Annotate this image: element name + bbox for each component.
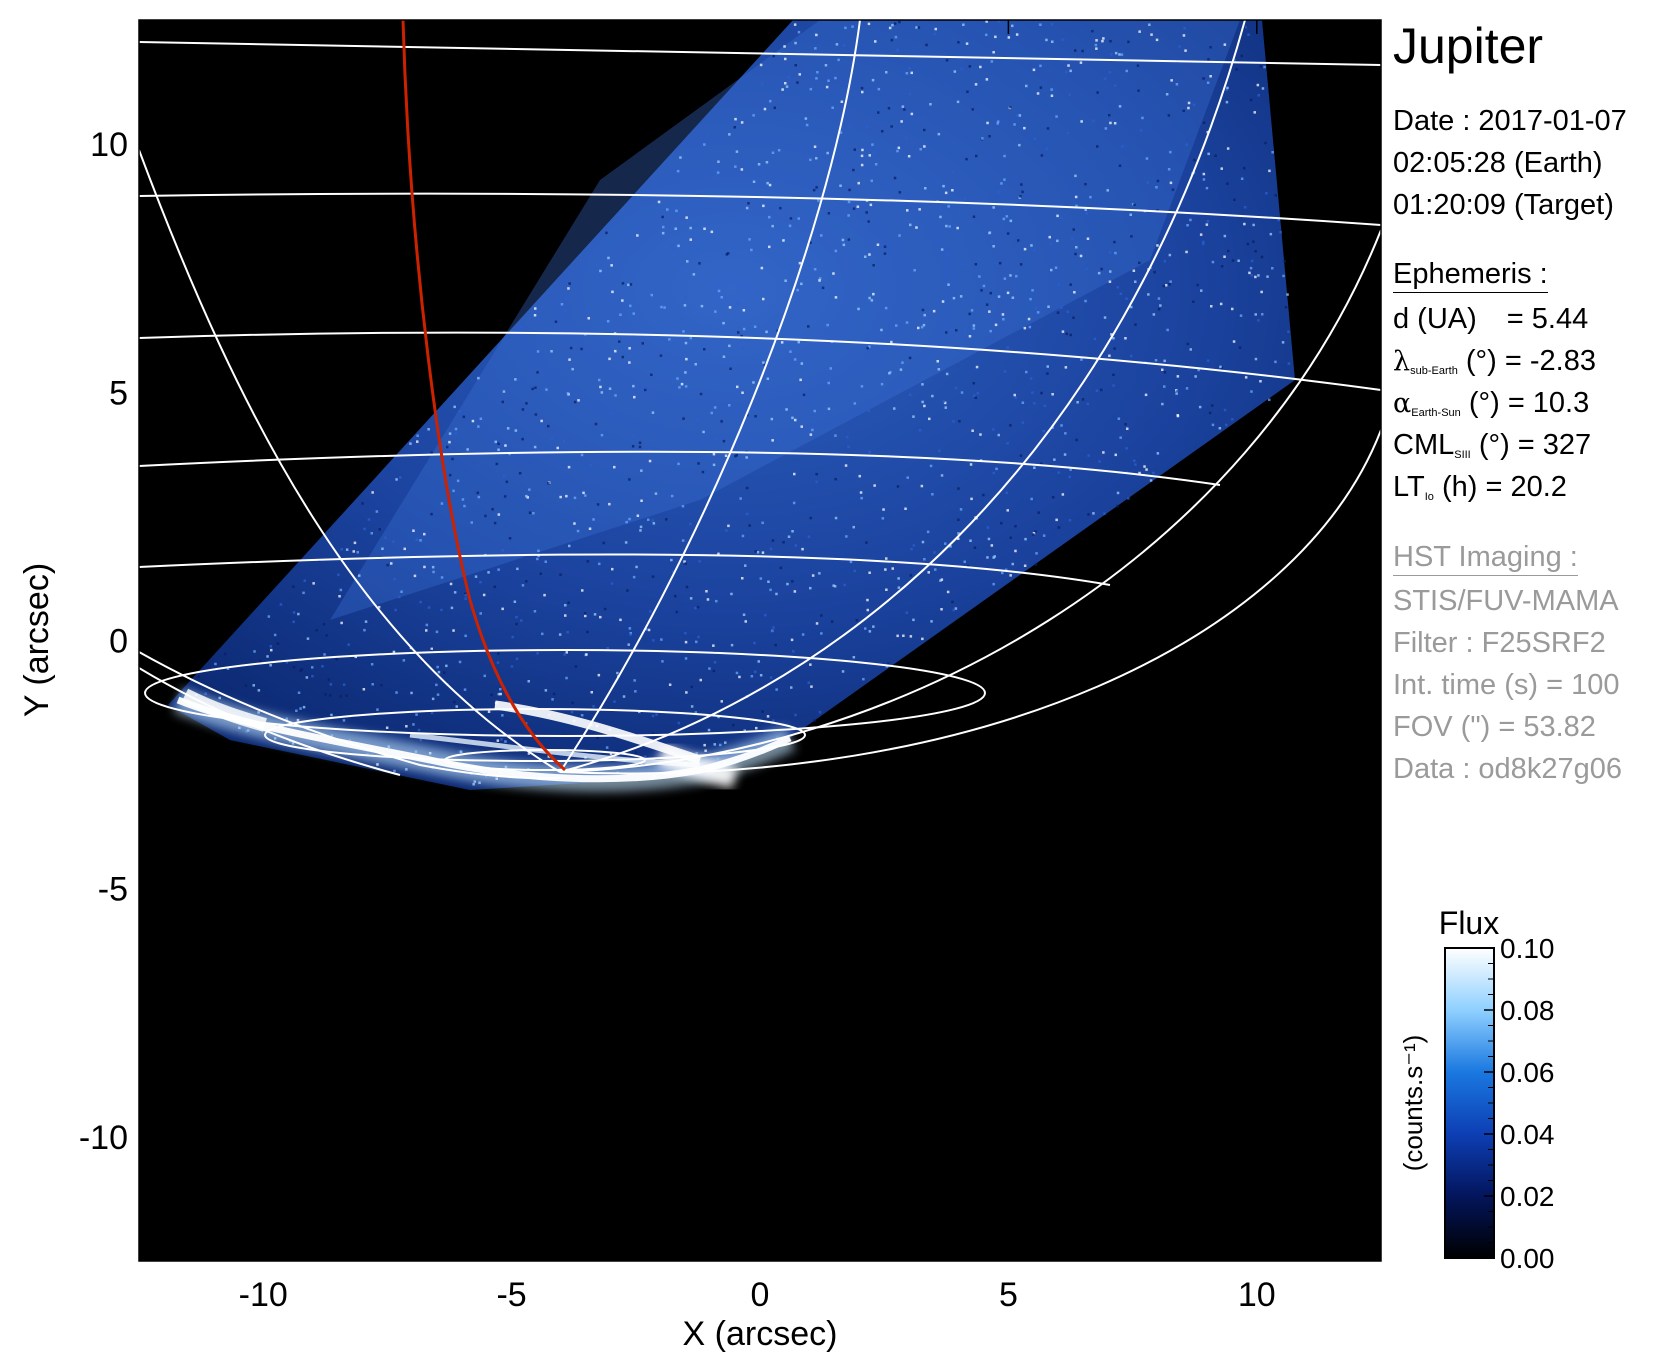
- y-tick-label: -5: [98, 871, 128, 909]
- colorbar-tick-label: 0.06: [1500, 1057, 1555, 1088]
- colorbar-tick-label: 0.02: [1500, 1181, 1555, 1212]
- colorbar-unit-label: (counts.s⁻¹): [1398, 1035, 1428, 1172]
- y-tick-label: -10: [79, 1119, 128, 1157]
- local-time-row: LTIo (h) = 20.2: [1393, 471, 1567, 503]
- instrument: STIS/FUV-MAMA: [1393, 585, 1619, 617]
- observed-disk-region: [168, 20, 1295, 790]
- colorbar-tick-label: 0.08: [1500, 995, 1555, 1026]
- colorbar-gradient: [1444, 947, 1495, 1259]
- y-tick-label: 10: [90, 126, 128, 164]
- colorbar-tick-label: 0.04: [1500, 1119, 1555, 1150]
- integration-time: Int. time (s) = 100: [1393, 669, 1620, 701]
- target-time: 01:20:09 (Target): [1393, 189, 1614, 221]
- red-footprint-line: [401, 20, 566, 772]
- x-tick-label: 10: [1238, 1276, 1276, 1314]
- x-tick-label: 0: [751, 1276, 770, 1314]
- sub-earth-lat-row: λsub-Earth (°) = -2.83: [1393, 345, 1596, 377]
- field-of-view: FOV (") = 53.82: [1393, 711, 1596, 743]
- x-axis-label: X (arcsec): [683, 1315, 838, 1353]
- info-panel: Jupiter Date : 2017-01-07 02:05:28 (Eart…: [1393, 0, 1677, 1367]
- phase-angle-row: αEarth-Sun (°) = 10.3: [1393, 387, 1590, 419]
- y-axis-ticks: -10 -5 0 5 10: [79, 126, 1381, 1157]
- y-tick-label: 0: [109, 623, 128, 661]
- y-axis-label: Y (arcsec): [18, 563, 56, 717]
- x-tick-label: 5: [999, 1276, 1018, 1314]
- distance-row: d (UA) = 5.44: [1393, 303, 1589, 335]
- colorbar-ticks: 0.10 0.08 0.06 0.04 0.02 0.00: [1484, 933, 1555, 1274]
- colorbar-tick-label: 0.00: [1500, 1243, 1555, 1274]
- colorbar-title: Flux: [1439, 905, 1499, 941]
- y-tick-label: 5: [109, 374, 128, 412]
- ephemeris-header: Ephemeris :: [1393, 257, 1548, 293]
- x-tick-label: -10: [239, 1276, 288, 1314]
- hst-header: HST Imaging :: [1393, 540, 1578, 576]
- colorbar-tick-label: 0.10: [1500, 933, 1555, 964]
- lat-lon-grid: [139, 20, 1381, 780]
- filter: Filter : F25SRF2: [1393, 627, 1606, 659]
- target-name: Jupiter: [1393, 18, 1544, 74]
- data-id: Data : od8k27g06: [1393, 753, 1622, 785]
- earth-time: 02:05:28 (Earth): [1393, 147, 1603, 179]
- x-axis-ticks: -10 -5 0 5 10: [239, 20, 1276, 1314]
- date-line: Date : 2017-01-07: [1393, 105, 1627, 137]
- colorbar: Flux 0.10 0.08 0.06 0.04 0.02 0.00 (counts.s⁻…: [1398, 905, 1555, 1274]
- cml-row: CMLSIII (°) = 327: [1393, 429, 1592, 461]
- x-tick-label: -5: [496, 1276, 526, 1314]
